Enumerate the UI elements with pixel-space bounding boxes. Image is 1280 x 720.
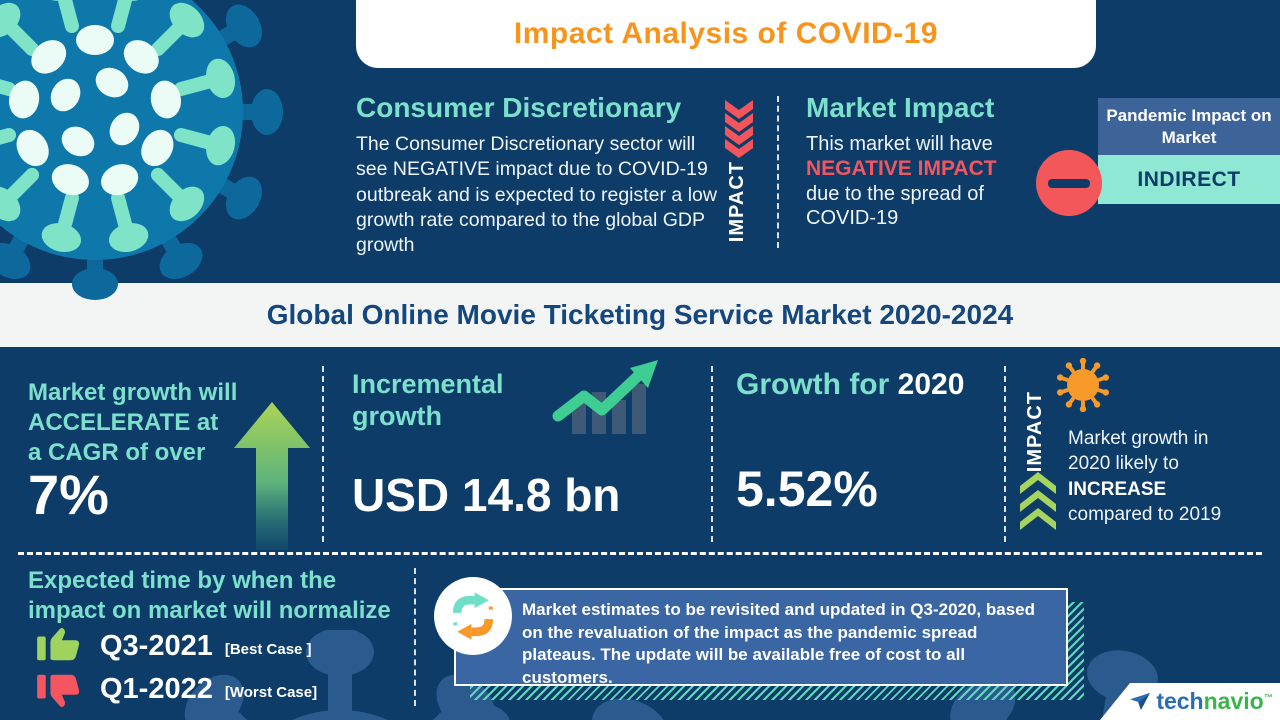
minus-circle-icon [1036, 150, 1102, 216]
consumer-discretionary-body: The Consumer Discretionary sector will s… [356, 133, 717, 257]
technavio-arrow-icon [1130, 692, 1151, 710]
best-case-label: [Best Case ] [224, 640, 312, 658]
growth-2020-heading: Growth for 2020 [736, 368, 965, 401]
refresh-icon [434, 577, 512, 655]
divider-dashed [711, 366, 713, 542]
banner-title: Impact Analysis of COVID-19 [513, 17, 939, 50]
market-impact-line3: COVID-19 [806, 207, 899, 230]
virus-silhouette [436, 698, 668, 720]
incremental-growth-heading: Incremental growth [352, 369, 504, 432]
market-impact-highlight: NEGATIVE IMPACT [806, 157, 997, 181]
up-arrow-icon [234, 402, 310, 550]
cagr-value: 7% [28, 463, 109, 526]
best-case-value: Q3-2021 [100, 629, 213, 662]
impact-vertical-label: IMPACT [725, 161, 748, 243]
coronavirus-illustration [0, 0, 283, 300]
market-impact-line2: due to the spread of [806, 183, 984, 205]
pandemic-impact-badge-value: INDIRECT [1098, 155, 1280, 204]
divider-dashed [777, 96, 779, 248]
impact-vertical-label: IMPACT [1024, 391, 1046, 473]
market-impact-line1: This market will have [806, 133, 993, 155]
incremental-growth-value: USD 14.8 bn [352, 469, 621, 521]
note-box: Market estimates to be revisited and upd… [454, 588, 1068, 687]
thumbs-up-icon [37, 627, 80, 661]
down-chevrons-icon [725, 100, 753, 158]
technavio-wordmark: technavio™ [1156, 688, 1273, 714]
market-impact-body: This market will have NEGATIVE IMPACT du… [806, 132, 997, 231]
normalize-heading: Expected time by when the impact on mark… [28, 567, 391, 624]
consumer-discretionary-heading: Consumer Discretionary [356, 92, 682, 123]
market-impact-heading: Market Impact [806, 92, 995, 123]
up-chevrons-icon [1020, 472, 1056, 530]
worst-case-row: Q1-2022 [Worst Case] [36, 670, 317, 708]
divider-dashed [414, 568, 416, 706]
header-banner: Impact Analysis of COVID-19 [356, 0, 1096, 68]
pandemic-impact-badge-title: Pandemic Impact on Market [1098, 98, 1280, 155]
page-title: Global Online Movie Ticketing Service Ma… [266, 299, 1014, 330]
thumbs-down-icon [37, 674, 80, 708]
growth-chart-icon [552, 360, 658, 434]
technavio-logo: technavio™ [1100, 683, 1280, 720]
growth-2020-value: 5.52% [736, 461, 878, 517]
divider-dashed [1004, 366, 1006, 542]
worst-case-label: [Worst Case] [224, 683, 318, 701]
title-band: Global Online Movie Ticketing Service Ma… [0, 283, 1280, 347]
best-case-row: Q3-2021 [Best Case ] [36, 627, 312, 665]
worst-case-value: Q1-2022 [100, 672, 213, 705]
impact-2020-text: Market growth in 2020 likely to INCREASE… [1068, 428, 1222, 525]
virus-icon [1056, 358, 1110, 412]
divider-dashed-horizontal [18, 552, 1262, 555]
cagr-heading: Market growth will ACCELERATE at a CAGR … [28, 379, 238, 466]
divider-dashed [322, 366, 324, 542]
